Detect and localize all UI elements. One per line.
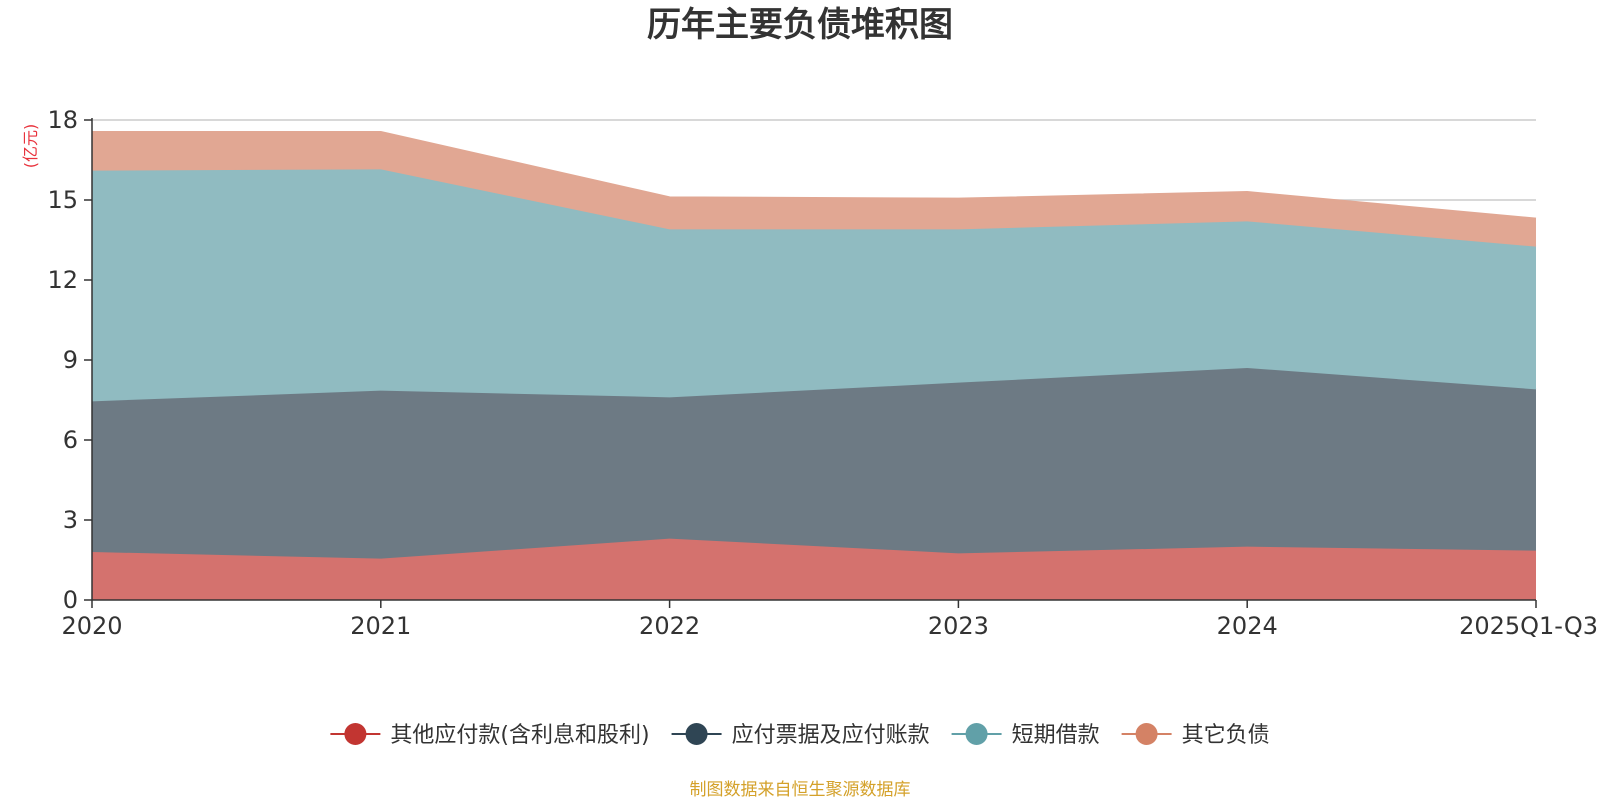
x-tick-label-2022: 2022 bbox=[639, 612, 700, 640]
area-series-2 bbox=[92, 368, 1536, 559]
legend-item-4[interactable]: 其它负债 bbox=[1121, 723, 1270, 748]
chart-title: 历年主要负债堆积图 bbox=[647, 5, 953, 45]
area-series-3 bbox=[92, 169, 1536, 402]
y-axis-unit-label: (亿元) bbox=[21, 124, 40, 169]
legend-circle-icon bbox=[965, 723, 988, 745]
x-tick-label-2025Q1-Q3: 2025Q1-Q3 bbox=[1459, 612, 1598, 640]
x-tick-label-2020: 2020 bbox=[61, 612, 122, 640]
source-note: 制图数据来自恒生聚源数据库 bbox=[690, 780, 911, 800]
legend-item-2[interactable]: 应付票据及应付账款 bbox=[671, 723, 930, 748]
area-series-4-edge bbox=[92, 131, 1537, 220]
y-tick-label-0: 0 bbox=[63, 586, 78, 614]
y-tick-label-3: 3 bbox=[63, 506, 78, 534]
y-tick-label-18: 18 bbox=[47, 106, 78, 134]
legend-circle-icon bbox=[685, 723, 708, 745]
legend-item-1[interactable]: 其他应付款(含利息和股利) bbox=[330, 723, 650, 748]
x-tick-label-2023: 2023 bbox=[928, 612, 989, 640]
y-tick-label-9: 9 bbox=[63, 346, 78, 374]
legend-label: 其他应付款(含利息和股利) bbox=[390, 723, 649, 748]
area-series-group bbox=[91, 131, 1537, 600]
y-tick-label-15: 15 bbox=[47, 186, 78, 214]
legend-label: 其它负债 bbox=[1182, 723, 1270, 748]
legend-label: 应付票据及应付账款 bbox=[732, 723, 930, 748]
y-tick-label-6: 6 bbox=[63, 426, 78, 454]
legend: 其他应付款(含利息和股利) 应付票据及应付账款 短期借款 其它负债 bbox=[330, 723, 1270, 748]
x-tick-label-2021: 2021 bbox=[350, 612, 411, 640]
y-tick-label-12: 12 bbox=[47, 266, 78, 294]
legend-circle-icon bbox=[1135, 723, 1158, 745]
legend-item-3[interactable]: 短期借款 bbox=[951, 723, 1100, 748]
area-series-4 bbox=[92, 132, 1536, 247]
x-tick-label-2024: 2024 bbox=[1217, 612, 1278, 640]
legend-label: 短期借款 bbox=[1012, 723, 1100, 748]
legend-circle-icon bbox=[344, 723, 367, 745]
axes: 0 3 6 9 12 15 18 2020 2021 2022 2023 2024 2025Q1-Q3 bbox=[47, 106, 1598, 640]
